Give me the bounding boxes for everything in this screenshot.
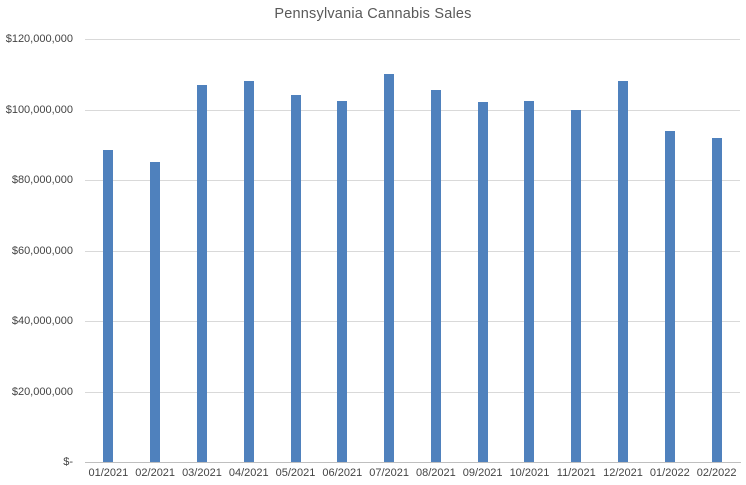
- x-axis-tick-label: 02/2021: [135, 467, 176, 479]
- x-axis-tick-label: 08/2021: [416, 467, 456, 479]
- x-axis-tick-label: 11/2021: [556, 467, 596, 479]
- chart-title: Pennsylvania Cannabis Sales: [274, 6, 472, 22]
- y-axis-tick-label: $20,000,000: [11, 385, 73, 398]
- bar-12/2021: [618, 81, 629, 462]
- bar-05/2021: [290, 95, 301, 462]
- bar-08/2021: [430, 90, 441, 462]
- bar-04/2021: [243, 81, 254, 462]
- x-axis-tick-label: 01/2022: [649, 467, 690, 479]
- bar-11/2021: [571, 109, 582, 462]
- bar-07/2021: [384, 74, 395, 462]
- bar-09/2021: [477, 102, 488, 462]
- gridline: [85, 391, 740, 393]
- x-axis-tick-label: 06/2021: [322, 467, 363, 479]
- x-axis-tick-label: 10/2021: [509, 467, 550, 479]
- plot-area: [85, 39, 740, 462]
- bar-02/2021: [150, 162, 161, 462]
- y-axis-tick-label: $-: [63, 456, 73, 468]
- x-axis-tick-label: 09/2021: [462, 467, 503, 479]
- x-axis-tick-label: 04/2021: [228, 467, 269, 479]
- gridline: [85, 250, 740, 252]
- y-axis-tick-label: $100,000,000: [5, 103, 73, 116]
- bar-01/2022: [664, 130, 675, 462]
- y-axis-tick-label: $80,000,000: [11, 174, 73, 186]
- gridline: [85, 321, 740, 322]
- x-axis-tick-label: 12/2021: [603, 467, 643, 479]
- bar-01/2021: [103, 150, 114, 462]
- y-axis-tick-label: $60,000,000: [11, 244, 73, 257]
- x-axis-tick-label: 03/2021: [182, 467, 222, 479]
- y-axis-tick-label: $40,000,000: [11, 315, 73, 327]
- bar-06/2021: [337, 100, 348, 462]
- bar-02/2022: [711, 137, 722, 462]
- x-axis-tick-label: 01/2021: [88, 467, 129, 479]
- gridline: [85, 109, 740, 111]
- x-axis-tick-label: 05/2021: [275, 467, 316, 479]
- x-axis-line: [85, 462, 741, 463]
- bar-10/2021: [524, 100, 535, 462]
- gridline: [85, 180, 740, 181]
- bar-03/2021: [196, 84, 207, 462]
- y-axis-tick-label: $120,000,000: [5, 33, 73, 45]
- x-axis-tick-label: 02/2022: [696, 467, 737, 479]
- gridline: [85, 39, 740, 40]
- x-axis-tick-label: 07/2021: [369, 467, 409, 479]
